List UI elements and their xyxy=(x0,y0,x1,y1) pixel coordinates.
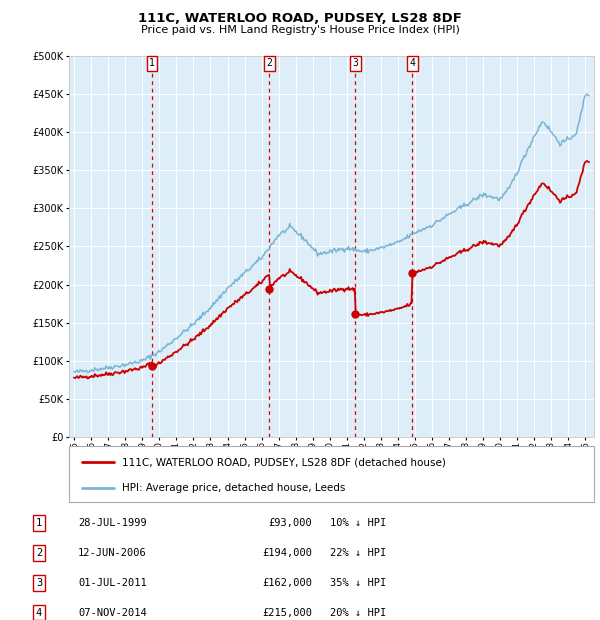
Text: £215,000: £215,000 xyxy=(262,608,312,618)
Text: 28-JUL-1999: 28-JUL-1999 xyxy=(78,518,147,528)
Text: 111C, WATERLOO ROAD, PUDSEY, LS28 8DF: 111C, WATERLOO ROAD, PUDSEY, LS28 8DF xyxy=(138,12,462,25)
Text: 35% ↓ HPI: 35% ↓ HPI xyxy=(330,578,386,588)
Text: 1: 1 xyxy=(36,518,42,528)
FancyBboxPatch shape xyxy=(69,446,594,502)
Text: £162,000: £162,000 xyxy=(262,578,312,588)
Text: £194,000: £194,000 xyxy=(262,548,312,558)
Text: 3: 3 xyxy=(36,578,42,588)
Text: 22% ↓ HPI: 22% ↓ HPI xyxy=(330,548,386,558)
Text: 3: 3 xyxy=(352,58,358,68)
Text: 2: 2 xyxy=(36,548,42,558)
Text: HPI: Average price, detached house, Leeds: HPI: Average price, detached house, Leed… xyxy=(121,483,345,494)
Text: Price paid vs. HM Land Registry's House Price Index (HPI): Price paid vs. HM Land Registry's House … xyxy=(140,25,460,35)
Text: 20% ↓ HPI: 20% ↓ HPI xyxy=(330,608,386,618)
Text: 111C, WATERLOO ROAD, PUDSEY, LS28 8DF (detached house): 111C, WATERLOO ROAD, PUDSEY, LS28 8DF (d… xyxy=(121,457,445,467)
Text: 4: 4 xyxy=(36,608,42,618)
Text: 12-JUN-2006: 12-JUN-2006 xyxy=(78,548,147,558)
Text: 4: 4 xyxy=(410,58,415,68)
Text: 10% ↓ HPI: 10% ↓ HPI xyxy=(330,518,386,528)
Text: 1: 1 xyxy=(149,58,155,68)
Text: 07-NOV-2014: 07-NOV-2014 xyxy=(78,608,147,618)
Text: 2: 2 xyxy=(266,58,272,68)
Text: £93,000: £93,000 xyxy=(268,518,312,528)
Text: 01-JUL-2011: 01-JUL-2011 xyxy=(78,578,147,588)
